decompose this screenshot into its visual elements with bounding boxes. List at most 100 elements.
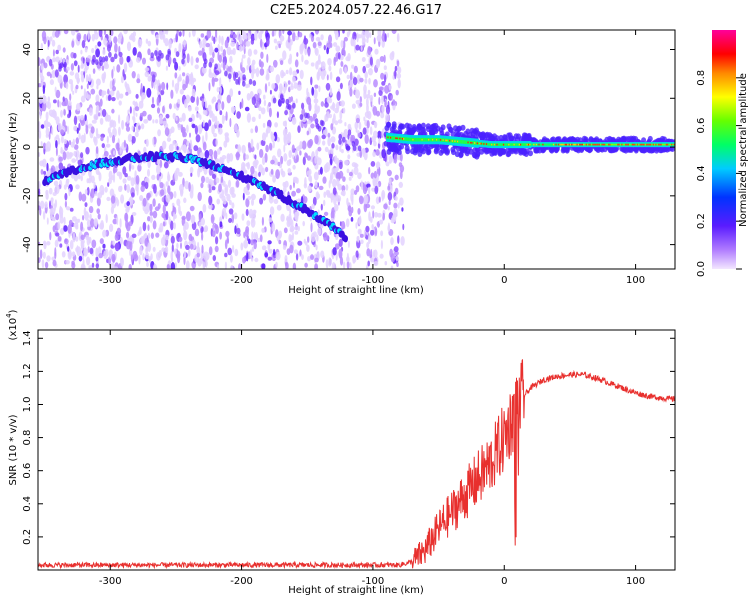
band-halo [633,147,639,154]
band-peak [642,143,645,146]
noise-speckle [333,167,339,173]
noise-speckle [299,43,305,52]
noise-speckle [120,194,125,204]
band-peak [471,142,474,144]
noise-speckle [82,258,85,267]
noise-speckle [129,106,132,114]
band-center [433,137,436,142]
noise-speckle [255,233,259,241]
noise-speckle [229,254,233,263]
noise-speckle [327,58,332,66]
noise-speckle [188,142,191,152]
band-center [514,143,517,146]
band-halo [579,145,585,152]
noise-speckle [217,148,221,155]
noise-speckle [80,49,83,55]
noise-speckle [149,56,155,62]
noise-speckle [65,151,71,158]
noise-speckle [354,121,359,130]
noise-speckle [133,107,136,117]
noise-speckle [273,59,278,68]
noise-speckle [277,98,282,107]
noise-speckle [335,144,339,151]
y-tick-label: 1.0 [22,397,33,413]
band-halo [612,146,618,153]
noise-speckle [144,181,149,190]
noise-speckle [164,127,170,137]
noise-speckle [247,48,252,57]
noise-speckle [282,30,285,35]
noise-speckle [339,256,344,266]
faint-arc-blob [91,59,95,65]
noise-speckle [231,202,235,209]
noise-speckle [77,159,83,166]
noise-speckle [96,104,100,113]
noise-speckle [384,85,389,94]
noise-speckle [52,225,56,233]
noise-speckle [230,30,234,36]
band-peak [573,143,576,146]
band-peak [594,143,597,146]
noise-speckle [94,30,97,35]
noise-speckle [306,87,309,97]
noise-speckle [165,181,169,187]
noise-speckle [399,197,404,206]
noise-speckle [211,124,215,135]
band-peak [496,143,499,146]
noise-speckle [360,180,363,190]
noise-speckle [397,66,402,74]
noise-speckle [140,236,145,245]
noise-speckle [337,119,343,124]
band-halo [494,135,500,142]
band-peak [449,139,452,142]
noise-speckle [197,191,202,202]
band-peak [396,137,399,140]
noise-speckle [174,61,179,71]
band-peak [636,143,639,146]
noise-speckle [170,235,175,244]
noise-speckle [199,152,205,159]
noise-speckle [288,113,292,121]
noise-speckle [123,62,128,73]
noise-speckle [398,181,403,188]
noise-speckle [368,68,373,76]
noise-speckle [52,30,56,38]
noise-speckle [224,184,229,193]
noise-speckle [67,125,69,135]
noise-speckle [254,31,258,41]
noise-speckle [326,96,331,104]
noise-speckle [201,66,207,74]
noise-speckle [120,75,124,84]
noise-speckle [219,77,222,87]
noise-speckle [58,101,62,108]
noise-speckle [381,148,387,159]
band-center [414,137,418,142]
noise-speckle [69,239,74,250]
noise-speckle [362,65,367,74]
band-halo [400,123,406,130]
noise-speckle [225,230,230,237]
noise-speckle [78,132,81,140]
noise-speckle [140,123,145,130]
noise-speckle [51,70,56,79]
noise-speckle [57,236,62,242]
noise-speckle [389,248,393,258]
noise-speckle [57,137,61,145]
band-center [550,143,553,146]
noise-speckle [80,74,85,83]
faint-arc-blob [203,62,207,69]
noise-speckle [41,259,45,269]
noise-speckle [122,69,125,78]
noise-speckle [124,81,128,88]
noise-speckle [397,235,400,244]
noise-speckle [185,211,191,222]
noise-speckle [374,227,378,237]
noise-speckle [110,262,115,269]
band-halo [507,132,513,139]
noise-speckle [368,166,371,175]
noise-speckle [170,89,174,100]
noise-speckle [246,93,251,101]
y-tick-label: 1.2 [22,363,33,379]
noise-speckle [302,156,306,166]
noise-speckle [198,221,202,229]
